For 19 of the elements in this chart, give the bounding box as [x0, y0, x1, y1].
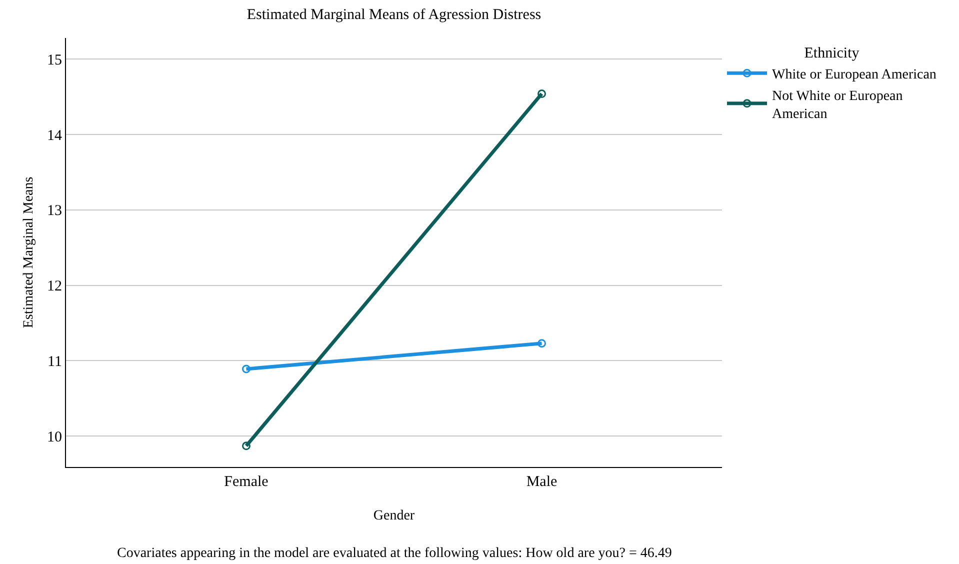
y-tick-label: 10 — [47, 429, 62, 446]
y-tick-label: 13 — [47, 203, 62, 220]
legend-label: White or European American — [772, 68, 936, 83]
point — [242, 442, 250, 450]
point — [242, 364, 250, 374]
x-tick-label: Female — [224, 474, 269, 490]
y-tick-label: 15 — [47, 52, 62, 68]
x-tick-label: Male — [526, 474, 558, 490]
legend-title: Ethnicity — [804, 46, 860, 62]
y-tick-label: 11 — [48, 354, 62, 370]
y-tick-label: 14 — [47, 128, 62, 144]
point — [538, 90, 546, 98]
y-axis-title: Estimated Marginal Means — [22, 176, 37, 328]
chart-title: Estimated Marginal Means of Agression Distress — [246, 6, 542, 23]
legend-label: Not White or European American — [772, 88, 903, 122]
text: Covariates appearing in the model are evaluated at the following values: How old are you? = 46.49 — [117, 546, 672, 561]
x-axis-title: Gender — [373, 508, 415, 524]
y-tick-label: 12 — [47, 278, 62, 295]
point — [538, 339, 546, 348]
